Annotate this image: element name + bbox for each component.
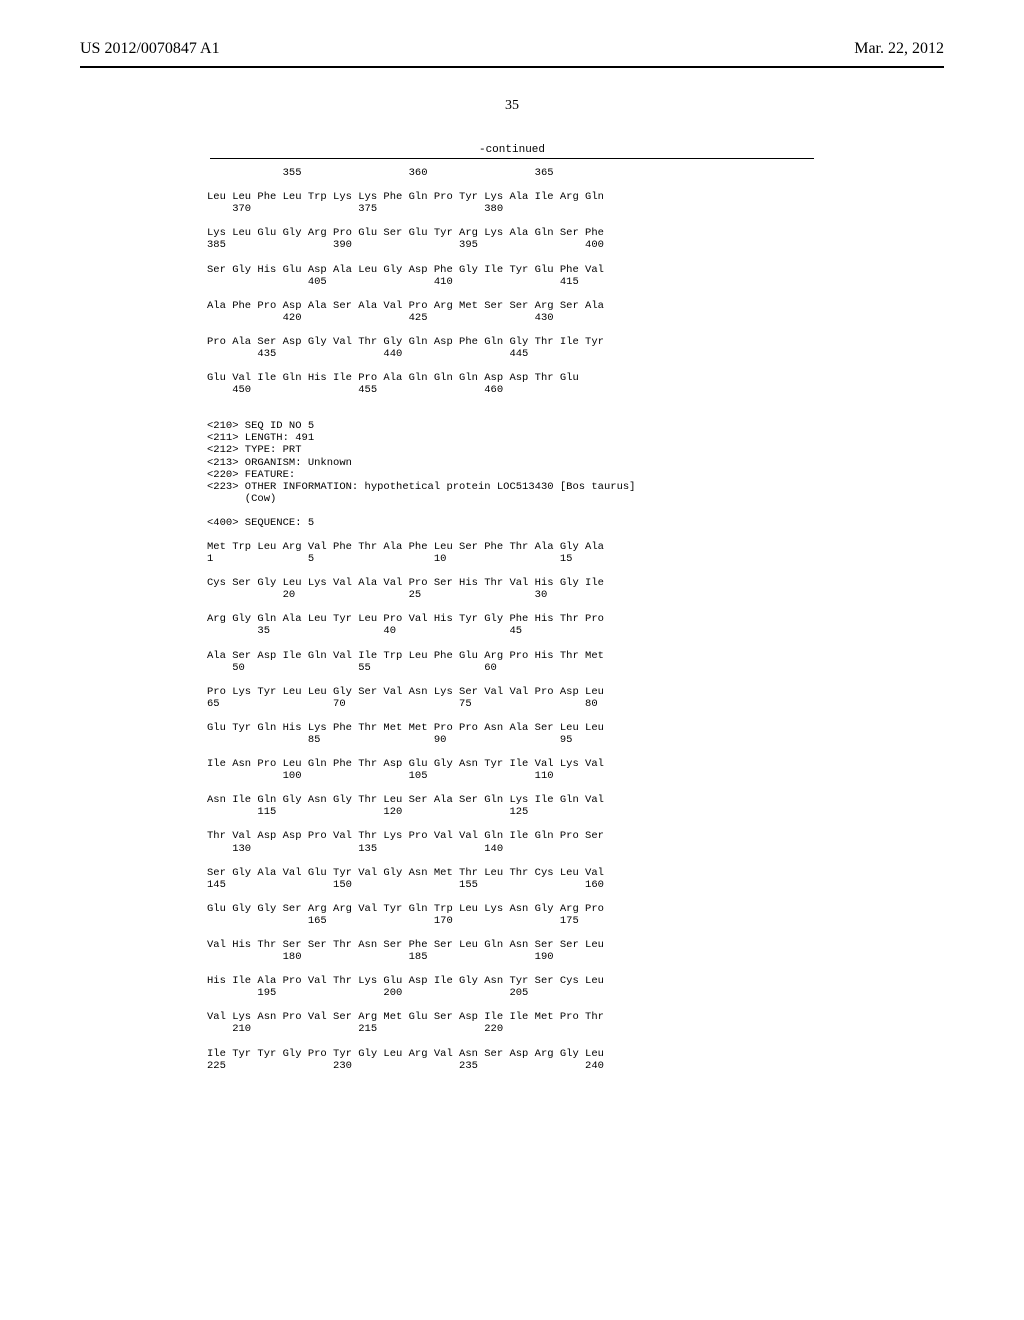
continued-label: -continued [0, 144, 1024, 156]
publication-date: Mar. 22, 2012 [854, 40, 944, 58]
page: US 2012/0070847 A1 Mar. 22, 2012 35 -con… [0, 0, 1024, 1320]
page-header: US 2012/0070847 A1 Mar. 22, 2012 [0, 0, 1024, 66]
page-number: 35 [0, 98, 1024, 114]
sequence-top-rule [210, 158, 814, 159]
publication-number: US 2012/0070847 A1 [80, 40, 220, 58]
header-rule [80, 66, 944, 68]
sequence-listing: 355 360 365 Leu Leu Phe Leu Trp Lys Lys … [207, 167, 817, 1072]
